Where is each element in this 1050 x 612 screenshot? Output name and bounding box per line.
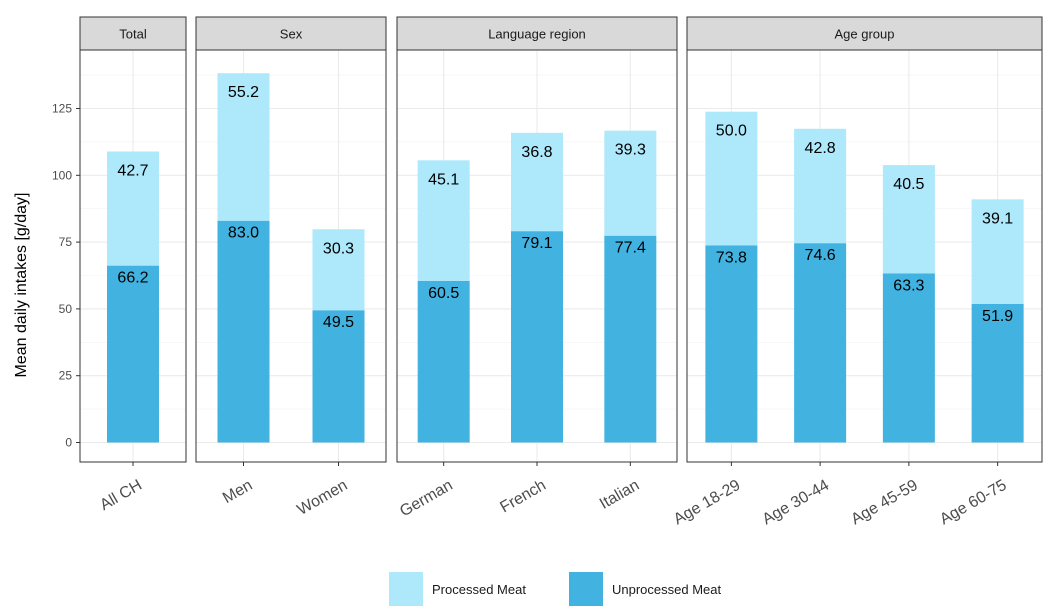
bar-unprocessed <box>312 310 365 443</box>
data-label-unprocessed: 83.0 <box>228 225 259 242</box>
data-label-processed: 50.0 <box>716 123 747 140</box>
data-label-processed: 40.5 <box>893 176 924 193</box>
data-label-unprocessed: 51.9 <box>982 308 1013 325</box>
bar-processed <box>107 151 159 266</box>
x-tick-label: Age 60-75 <box>937 477 1010 529</box>
data-label-unprocessed: 60.5 <box>428 285 459 302</box>
x-tick-label: All CH <box>97 477 145 514</box>
facet-strip <box>79 16 187 51</box>
panel-border <box>396 49 678 463</box>
panel-sex: Sex 83.0 55.2 Men 49.5 30.3 Women <box>195 16 387 519</box>
bar-unprocessed <box>107 265 159 443</box>
y-tick-label: 125 <box>52 102 72 116</box>
facet-strip <box>195 16 387 51</box>
data-label-processed: 39.3 <box>615 142 646 159</box>
bar-unprocessed <box>705 245 758 443</box>
panel-border <box>79 49 187 463</box>
data-label-processed: 42.7 <box>117 163 148 180</box>
x-tick-label: Age 18-29 <box>671 477 744 529</box>
data-label-unprocessed: 66.2 <box>117 270 148 287</box>
x-tick-label: Age 30-44 <box>760 477 833 529</box>
facet-strip <box>396 16 678 51</box>
x-tick-label: Men <box>220 477 255 507</box>
bar-processed <box>217 73 270 221</box>
bar-processed <box>604 130 657 236</box>
facet-panels: Total 66.2 42.7 All CH Sex 83.0 55.2 Men 49.5 30.… <box>79 16 1043 529</box>
facet-strip-title: Age group <box>835 27 895 42</box>
panel-age-group: Age group 73.8 50.0 Age 18-29 74.6 42.8 Age 30… <box>671 16 1043 529</box>
facet-strip-title: Language region <box>488 27 586 42</box>
legend-label-processed: Processed Meat <box>432 582 526 597</box>
bar-processed <box>882 165 935 274</box>
legend-label-unprocessed: Unprocessed Meat <box>612 582 721 597</box>
panel-language-region: Language region 60.5 45.1 German 79.1 36.8 Fre… <box>396 16 678 521</box>
data-label-processed: 55.2 <box>228 84 259 101</box>
bar-processed <box>417 160 470 281</box>
legend-swatch-unprocessed <box>569 572 603 606</box>
y-tick-label: 75 <box>59 235 73 249</box>
bar-unprocessed <box>971 303 1024 443</box>
bar-processed <box>511 132 563 232</box>
panel-border <box>195 49 387 463</box>
data-label-processed: 36.8 <box>521 144 552 161</box>
data-label-unprocessed: 49.5 <box>323 314 354 331</box>
x-tick-label: Women <box>295 477 351 519</box>
bar-processed <box>794 128 847 244</box>
legend: Processed Meat Unprocessed Meat <box>389 572 721 606</box>
panel-border <box>686 49 1043 463</box>
bar-unprocessed <box>794 243 847 443</box>
data-label-unprocessed: 73.8 <box>716 249 747 266</box>
bar-unprocessed <box>511 231 563 443</box>
x-tick-label: Italian <box>597 477 642 513</box>
data-label-unprocessed: 77.4 <box>615 240 646 257</box>
facet-strip-title: Total <box>119 27 147 42</box>
data-label-unprocessed: 79.1 <box>521 235 552 252</box>
bar-unprocessed <box>882 273 935 443</box>
y-axis: 0 25 50 75 100 125 <box>52 102 80 450</box>
data-label-processed: 42.8 <box>805 140 836 157</box>
x-tick-label: German <box>397 477 456 521</box>
bar-unprocessed <box>217 220 270 443</box>
x-tick-label: Age 45-59 <box>848 477 921 529</box>
data-label-processed: 45.1 <box>428 171 459 188</box>
data-label-unprocessed: 63.3 <box>893 277 924 294</box>
legend-swatch-processed <box>389 572 423 606</box>
facet-strip <box>686 16 1043 51</box>
panel-total: Total 66.2 42.7 All CH <box>79 16 187 514</box>
facet-strip-title: Sex <box>280 27 303 42</box>
bar-processed <box>312 229 365 311</box>
y-tick-label: 50 <box>59 302 73 316</box>
bar-unprocessed <box>417 280 470 443</box>
bar-processed <box>971 199 1024 304</box>
data-label-unprocessed: 74.6 <box>805 247 836 264</box>
bar-processed <box>705 111 758 246</box>
data-label-processed: 39.1 <box>982 210 1013 227</box>
y-tick-label: 0 <box>65 436 72 450</box>
data-label-processed: 30.3 <box>323 240 354 257</box>
y-axis-label: Mean daily intakes [g/day] <box>13 193 30 378</box>
x-tick-label: French <box>497 477 549 517</box>
y-tick-label: 25 <box>59 369 73 383</box>
bar-unprocessed <box>604 235 657 443</box>
y-tick-label: 100 <box>52 168 72 182</box>
